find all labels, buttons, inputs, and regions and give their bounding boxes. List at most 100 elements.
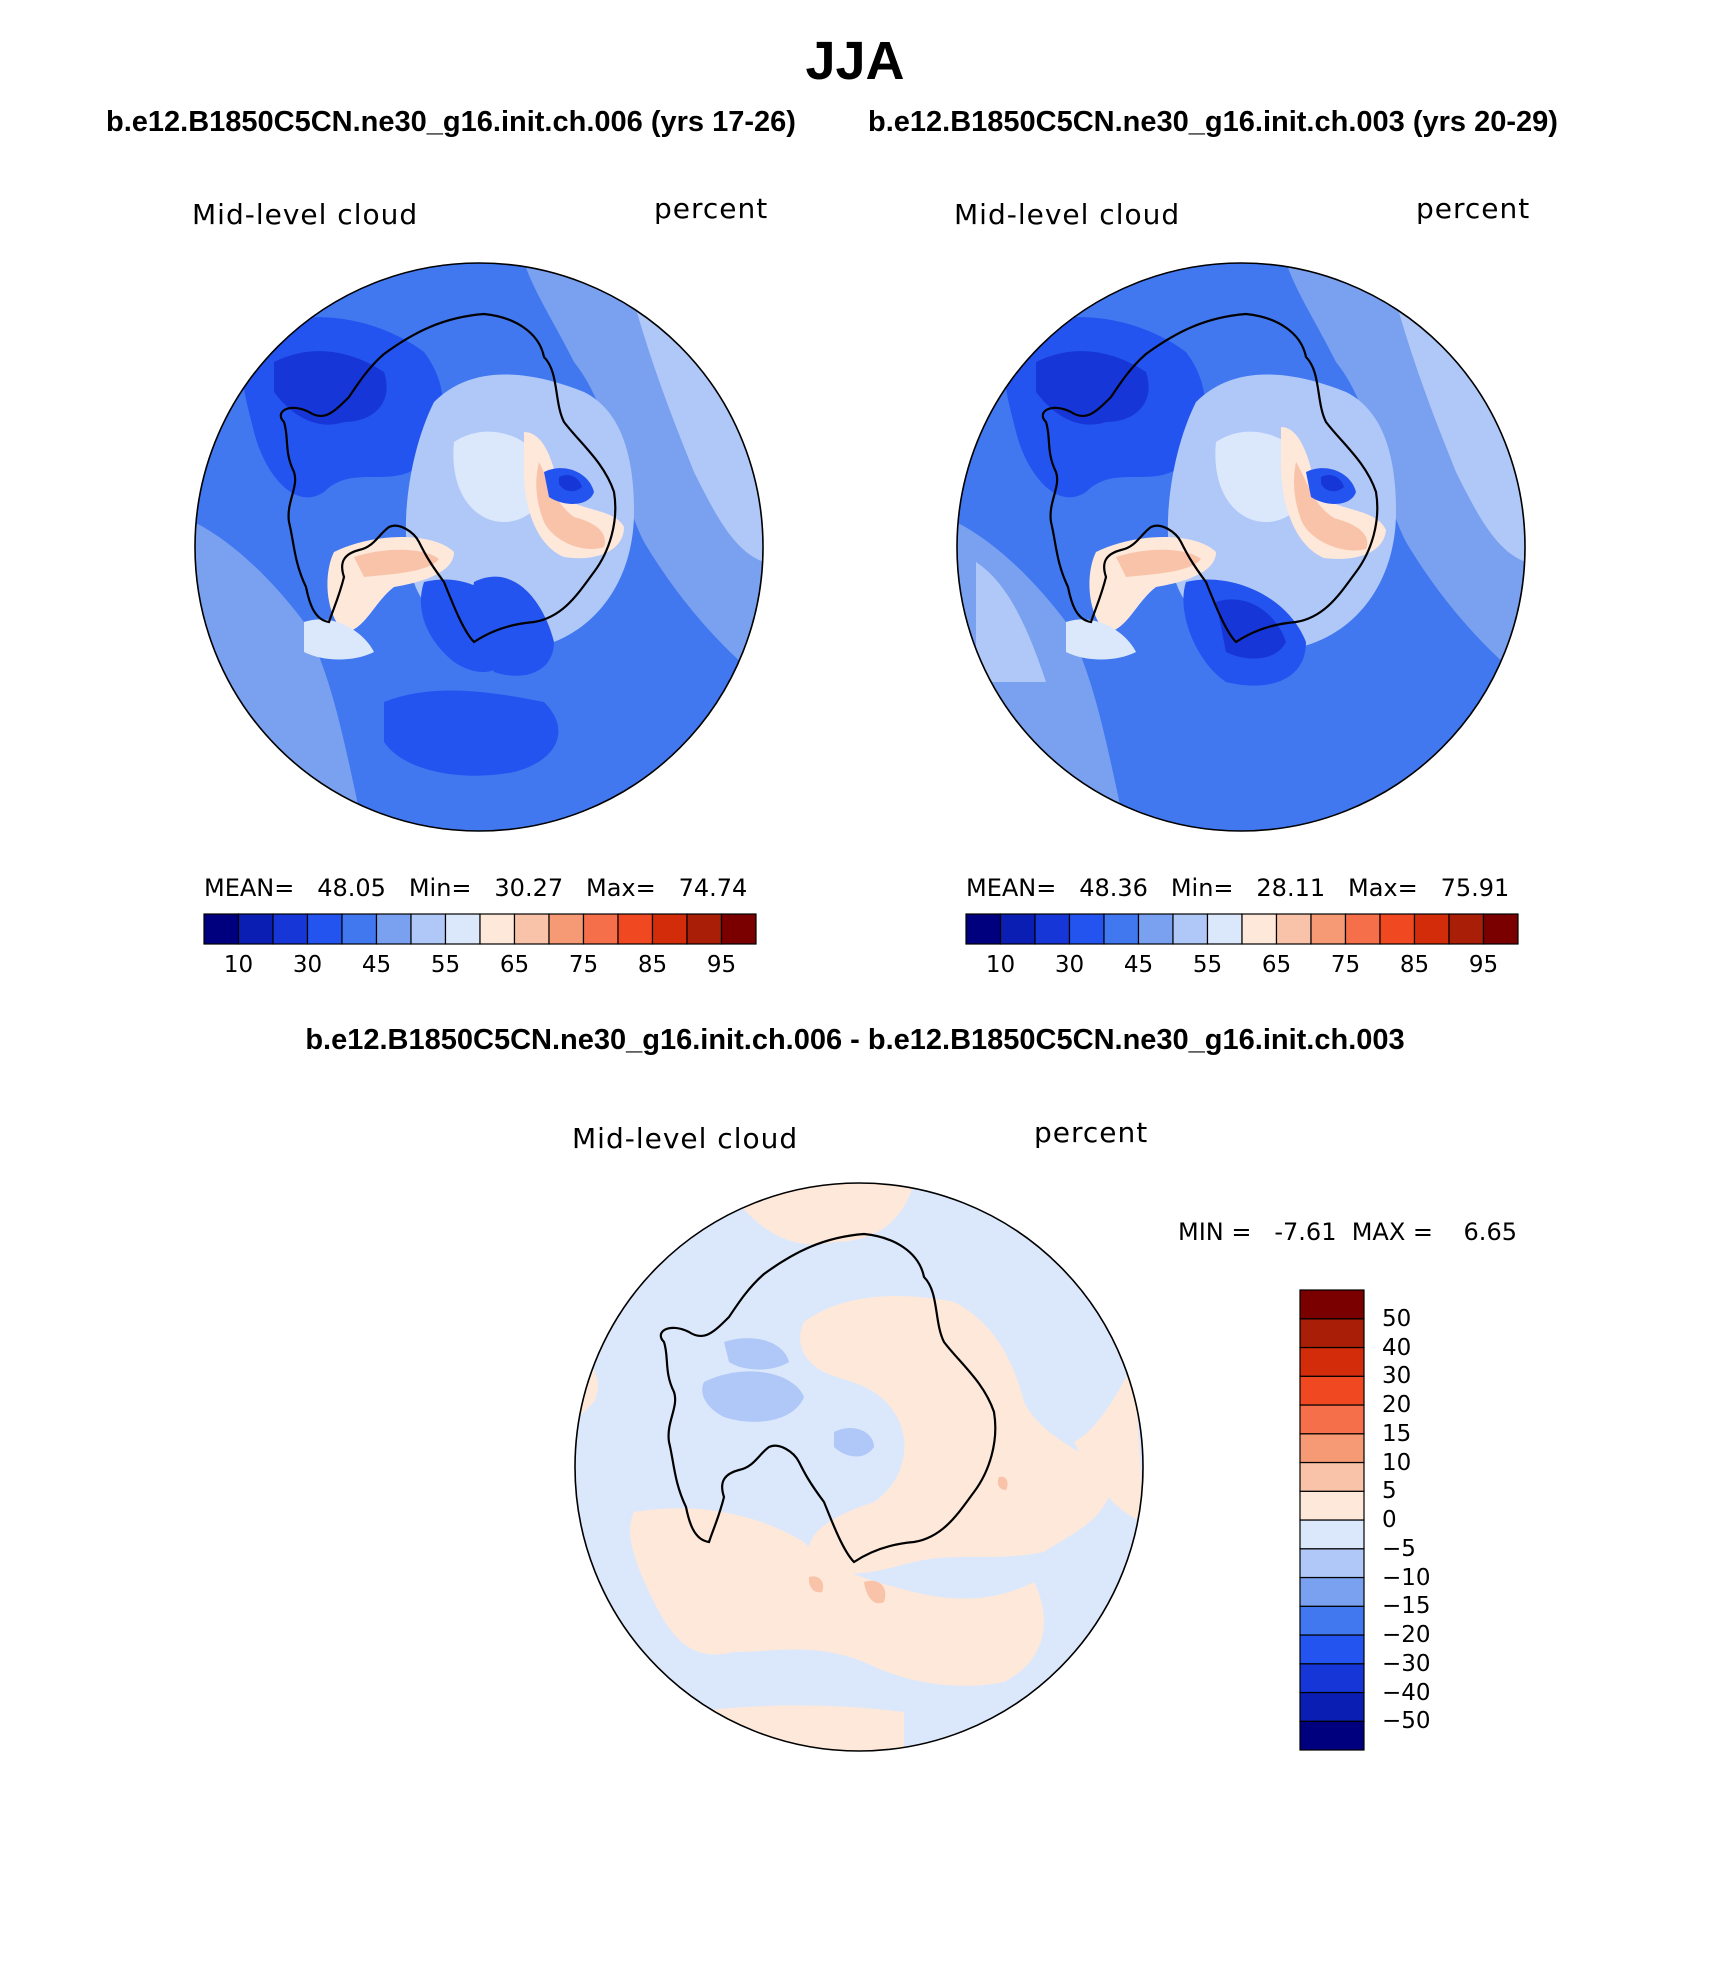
panel1-colorbar-tick-label: 10: [223, 952, 254, 978]
panel3-colorbar-swatch: [1299, 1289, 1365, 1320]
case-title-left: b.e12.B1850C5CN.ne30_g16.init.ch.006 (yr…: [106, 106, 796, 138]
panel3-colorbar-swatch: [1299, 1433, 1365, 1464]
panel3-colorbar-swatch: [1299, 1404, 1365, 1435]
panel1-colorbar-swatch: [272, 913, 309, 945]
panel3-colorbar-swatch: [1299, 1576, 1365, 1607]
panel1-colorbar-tick-label: 55: [430, 952, 461, 978]
panel3-colorbar-tick-label: −40: [1382, 1679, 1431, 1706]
panel3-variable-label: Mid-level cloud: [572, 1122, 799, 1155]
panel3-colorbar-tick-label: 20: [1382, 1392, 1412, 1418]
panel1-variable-label: Mid-level cloud: [192, 198, 419, 231]
panel3-colorbar-swatch: [1299, 1318, 1365, 1349]
panel2-colorbar-tick-label: 55: [1192, 952, 1223, 978]
panel1-colorbar-swatch: [513, 913, 550, 945]
panel1-stats: MEAN= 48.05 Min= 30.27 Max= 74.74: [204, 874, 748, 902]
panel1-colorbar: [203, 913, 757, 945]
panel1-colorbar-swatch: [548, 913, 585, 945]
panel3-colorbar-tick-label: −50: [1382, 1708, 1431, 1735]
panel1-map: [194, 262, 764, 832]
panel3-colorbar-tick-label: −5: [1382, 1535, 1416, 1562]
panel1-colorbar-swatch: [582, 913, 619, 945]
panel3-colorbar-swatch: [1299, 1519, 1365, 1550]
panel3-map: [574, 1182, 1144, 1752]
panel2-colorbar-tick-label: 10: [985, 952, 1016, 978]
panel1-colorbar-swatch: [237, 913, 274, 945]
panel3-colorbar-tick-label: −30: [1382, 1650, 1431, 1677]
panel3-colorbar-swatch: [1299, 1461, 1365, 1492]
panel2-colorbar: [965, 913, 1519, 945]
panel1-colorbar-tick-label: 30: [292, 952, 323, 978]
panel3-colorbar-tick-label: 0: [1382, 1507, 1397, 1533]
panel2-colorbar-swatch: [1448, 913, 1485, 945]
panel1-colorbar-tick-label: 85: [637, 952, 668, 978]
panel1-colorbar-swatch: [410, 913, 447, 945]
panel3-colorbar-tick-label: 10: [1382, 1449, 1412, 1476]
panel3-colorbar-swatch: [1299, 1346, 1365, 1377]
panel2-colorbar-swatch: [1206, 913, 1243, 945]
panel2-units-label: percent: [1416, 192, 1531, 225]
panel1-units-label: percent: [654, 192, 769, 225]
panel1-colorbar-tick-label: 75: [568, 952, 599, 978]
panel1-colorbar-swatch: [444, 913, 481, 945]
panel2-colorbar-swatch: [965, 913, 1002, 945]
panel1-colorbar-tick-label: 65: [499, 952, 530, 978]
panel1-colorbar-ticks: 10 30 45 55 65 75 85 95: [204, 952, 756, 982]
panel3-colorbar-tick-label: 15: [1382, 1420, 1412, 1447]
panel1-colorbar-swatch: [479, 913, 516, 945]
panel2-colorbar-tick-label: 85: [1399, 952, 1430, 978]
panel3-colorbar-tick-label: 50: [1382, 1305, 1412, 1332]
panel3-units-label: percent: [1034, 1116, 1149, 1149]
panel2-variable-label: Mid-level cloud: [954, 198, 1181, 231]
panel2-colorbar-swatch: [1344, 913, 1381, 945]
panel2-colorbar-ticks: 10 30 45 55 65 75 85 95: [966, 952, 1518, 982]
panel3-colorbar-swatch: [1299, 1605, 1365, 1636]
panel1-colorbar-swatch: [686, 913, 723, 945]
panel3-colorbar-swatch: [1299, 1375, 1365, 1406]
panel3-colorbar-swatch: [1299, 1634, 1365, 1665]
panel3-colorbar-tick-label: 40: [1382, 1334, 1412, 1361]
panel1-colorbar-swatch: [720, 913, 757, 945]
panel3-colorbar: [1299, 1289, 1365, 1751]
panel2-colorbar-swatch: [1379, 913, 1416, 945]
panel2-colorbar-swatch: [1241, 913, 1278, 945]
panel2-colorbar-swatch: [1482, 913, 1519, 945]
figure-title: JJA: [805, 31, 905, 91]
panel2-colorbar-swatch: [999, 913, 1036, 945]
panel2-colorbar-swatch: [1310, 913, 1347, 945]
panel2-stats: MEAN= 48.36 Min= 28.11 Max= 75.91: [966, 874, 1510, 902]
panel3-colorbar-tick-label: −15: [1382, 1593, 1431, 1620]
panel3-colorbar-tick-label: −10: [1382, 1564, 1431, 1591]
panel2-colorbar-tick-label: 45: [1123, 952, 1154, 978]
panel2-colorbar-tick-label: 65: [1261, 952, 1292, 978]
panel3-colorbar-tick-label: 5: [1382, 1478, 1397, 1505]
panel2-colorbar-swatch: [1413, 913, 1450, 945]
panel1-colorbar-swatch: [306, 913, 343, 945]
panel1-colorbar-swatch: [375, 913, 412, 945]
case-title-right: b.e12.B1850C5CN.ne30_g16.init.ch.003 (yr…: [868, 106, 1558, 138]
panel2-colorbar-swatch: [1137, 913, 1174, 945]
panel3-colorbar-swatch: [1299, 1490, 1365, 1521]
diff-title: b.e12.B1850C5CN.ne30_g16.init.ch.006 - b…: [305, 1024, 1405, 1056]
panel2-colorbar-swatch: [1172, 913, 1209, 945]
panel2-map: [956, 262, 1526, 832]
panel3-colorbar-ticks: 50 40 30 20 15 10 5 0 −5 −10 −15 −20 −30 −40 −50: [1382, 1290, 1482, 1750]
panel2-colorbar-swatch: [1034, 913, 1071, 945]
panel3-colorbar-swatch: [1299, 1663, 1365, 1694]
panel3-colorbar-swatch: [1299, 1548, 1365, 1579]
panel2-colorbar-swatch: [1068, 913, 1105, 945]
panel1-colorbar-swatch: [203, 913, 240, 945]
panel2-colorbar-swatch: [1103, 913, 1140, 945]
panel2-colorbar-swatch: [1275, 913, 1312, 945]
panel2-colorbar-tick-label: 75: [1330, 952, 1361, 978]
panel1-colorbar-tick-label: 95: [706, 952, 737, 978]
panel1-colorbar-swatch: [617, 913, 654, 945]
panel3-colorbar-swatch: [1299, 1720, 1365, 1751]
panel3-stats: MIN = -7.61 MAX = 6.65: [1178, 1218, 1517, 1246]
panel1-colorbar-swatch: [651, 913, 688, 945]
panel1-colorbar-tick-label: 45: [361, 952, 392, 978]
panel3-colorbar-tick-label: −20: [1382, 1622, 1431, 1648]
panel2-colorbar-tick-label: 30: [1054, 952, 1085, 978]
panel1-colorbar-swatch: [341, 913, 378, 945]
panel3-colorbar-tick-label: 30: [1382, 1363, 1412, 1390]
panel2-colorbar-tick-label: 95: [1468, 952, 1499, 978]
